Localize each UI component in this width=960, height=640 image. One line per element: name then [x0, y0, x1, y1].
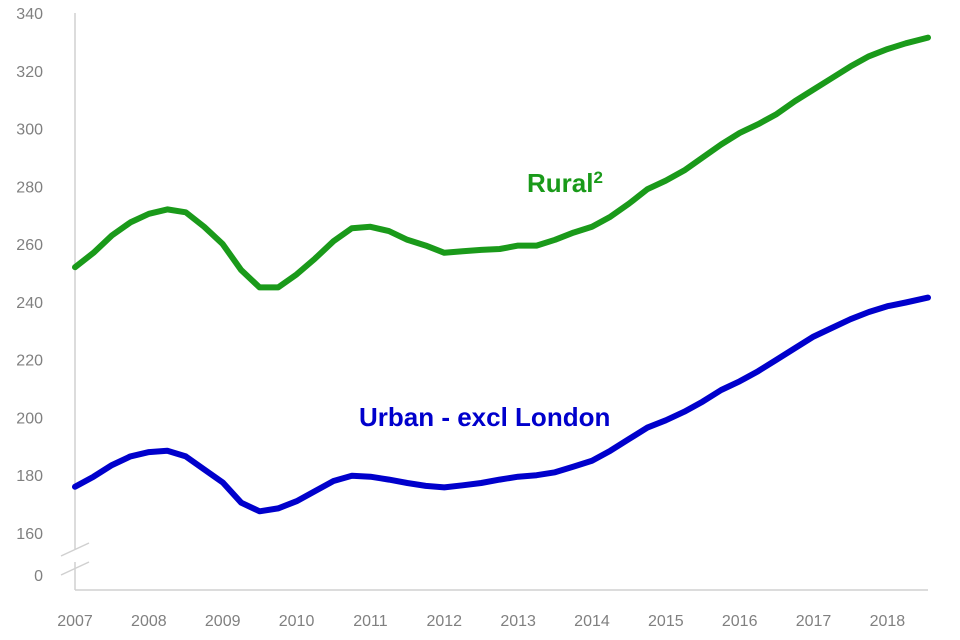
y-tick-label: 0 [34, 568, 43, 585]
series-line-rural [72, 34, 931, 291]
y-tick-label: 280 [16, 179, 43, 196]
y-tick-label: 200 [16, 410, 43, 427]
series-labels: Rural2 Urban - excl London [359, 168, 610, 432]
y-tick-label: 160 [16, 526, 43, 543]
y-tick-label: 220 [16, 353, 43, 370]
y-tick-label: 320 [16, 64, 43, 81]
axis-break-mark-lower [60, 561, 90, 576]
series-label-rural-superscript: 2 [593, 168, 602, 187]
x-tick-label: 2013 [500, 613, 536, 630]
x-tick-label: 2009 [205, 613, 241, 630]
axis-break-mark-upper [60, 542, 90, 557]
y-tick-label: 340 [16, 6, 43, 23]
x-axis: 2007 2008 2009 2010 2011 2012 2013 2014 2015 2016… [57, 589, 928, 630]
y-tick-label: 300 [16, 122, 43, 139]
series-line-urban-excl-london [72, 294, 931, 515]
x-tick-label: 2012 [426, 613, 462, 630]
y-tick-label: 260 [16, 237, 43, 254]
x-tick-label: 2015 [648, 613, 684, 630]
x-tick-label: 2017 [796, 613, 832, 630]
x-tick-label: 2014 [574, 613, 610, 630]
x-tick-label: 2008 [131, 613, 167, 630]
y-tick-label: 240 [16, 295, 43, 312]
y-tick-label: 180 [16, 468, 43, 485]
x-tick-label: 2018 [870, 613, 906, 630]
series-group [72, 34, 931, 515]
x-tick-label: 2007 [57, 613, 93, 630]
x-tick-label: 2010 [279, 613, 315, 630]
series-label-urban-excl-london: Urban - excl London [359, 402, 610, 432]
y-axis: 0 160 180 200 220 240 260 280 300 320 340 [16, 6, 90, 590]
x-tick-label: 2016 [722, 613, 758, 630]
x-tick-label: 2011 [353, 613, 388, 630]
series-label-rural: Rural2 [527, 168, 603, 198]
